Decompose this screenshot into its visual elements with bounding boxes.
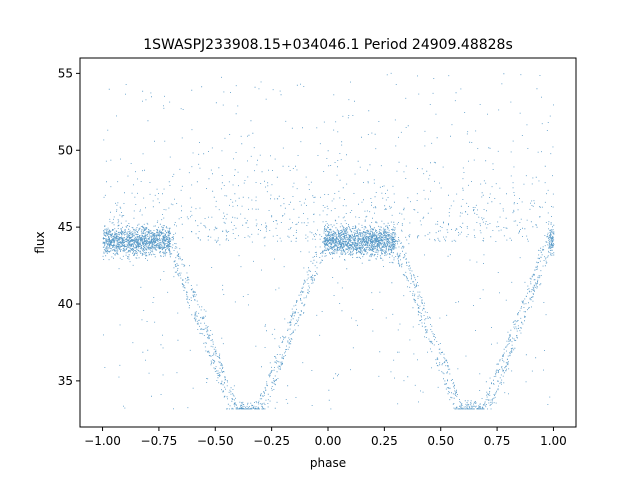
- x-tick-label: −0.50: [197, 434, 234, 448]
- scatter-points: [102, 72, 555, 410]
- y-axis: 35 40 45 50 55: [58, 66, 80, 388]
- x-axis-label: phase: [310, 456, 346, 470]
- x-tick-label: 0.25: [371, 434, 398, 448]
- x-tick-label: −1.00: [84, 434, 121, 448]
- x-tick-label: −0.25: [253, 434, 290, 448]
- x-tick-label: 0.50: [427, 434, 454, 448]
- y-axis-label: flux: [33, 231, 47, 253]
- x-tick-label: 0.00: [315, 434, 342, 448]
- x-tick-label: 0.75: [484, 434, 511, 448]
- flux-data-points: [102, 72, 555, 410]
- x-axis: −1.00 −0.75 −0.50 −0.25 0.00 0.25 0.50 0.75 1.00: [84, 427, 567, 448]
- y-tick-label: 55: [58, 66, 73, 80]
- y-tick-label: 35: [58, 374, 73, 388]
- y-tick-label: 40: [58, 297, 73, 311]
- chart-title: 1SWASPJ233908.15+034046.1 Period 24909.4…: [143, 37, 513, 53]
- x-tick-label: 1.00: [540, 434, 567, 448]
- x-tick-label: −0.75: [141, 434, 178, 448]
- y-tick-label: 50: [58, 143, 73, 157]
- y-tick-label: 45: [58, 220, 73, 234]
